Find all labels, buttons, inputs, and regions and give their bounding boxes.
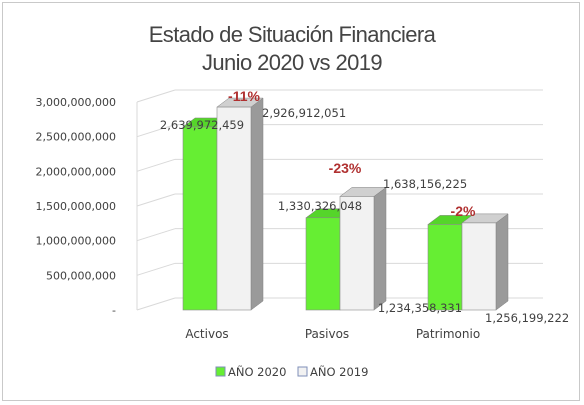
data-label: 1,638,156,225 <box>383 177 467 191</box>
category-labels: Activos Pasivos Patrimonio <box>185 327 480 341</box>
data-label: 2,926,912,051 <box>262 106 346 120</box>
bar-front-face <box>216 106 252 311</box>
y-tick-label: 1,500,000,000 <box>36 200 116 213</box>
data-label: 1,234,358,331 <box>378 301 462 315</box>
bar-front-face <box>461 222 497 311</box>
data-labels: 2,639,972,459 1,330,326,048 1,234,358,331 2… <box>160 88 569 325</box>
legend-swatch <box>297 366 308 377</box>
bar-side-face <box>250 97 264 311</box>
y-tick-label: 3,000,000,000 <box>36 96 116 109</box>
category-label: Activos <box>185 327 228 341</box>
bar-front-face <box>182 126 218 311</box>
y-tick-label: 2,000,000,000 <box>36 165 116 178</box>
legend-swatch <box>215 366 226 377</box>
y-axis-ticks: - 500,000,000 1,000,000,000 1,500,000,000 2,… <box>36 96 117 317</box>
change-annotation: -23% <box>329 160 362 176</box>
bar-front-face <box>305 217 341 311</box>
category-label: Pasivos <box>305 327 349 341</box>
chart-title: Estado de Situación Financiera <box>148 22 436 47</box>
bars <box>182 97 509 311</box>
bar-front-face <box>339 196 375 311</box>
bar-año-2019-activos <box>216 97 264 311</box>
change-annotation: -11% <box>228 88 260 104</box>
legend-label: AÑO 2020 <box>228 364 286 379</box>
y-tick-label: 500,000,000 <box>46 269 116 282</box>
chart-frame <box>2 2 580 401</box>
change-annotation: -2% <box>451 203 476 219</box>
gridline-side-5 <box>136 124 176 138</box>
data-label: 1,256,199,222 <box>485 311 569 325</box>
legend-label: AÑO 2019 <box>310 364 368 379</box>
bar-año-2019-pasivos <box>339 186 387 311</box>
y-tick-label: 2,500,000,000 <box>36 131 116 144</box>
bar-side-face <box>495 213 509 311</box>
bar-front-face <box>427 224 463 311</box>
gridline-side-0 <box>136 297 176 311</box>
data-label: 2,639,972,459 <box>160 118 244 132</box>
y-tick-label: - <box>112 304 116 317</box>
bar-año-2019-patrimonio <box>461 213 509 311</box>
gridline-side-1 <box>136 262 176 276</box>
gridline-side-2 <box>136 228 176 242</box>
gridline-side-3 <box>136 193 176 207</box>
chart-subtitle: Junio 2020 vs 2019 <box>201 50 383 75</box>
bar-side-face <box>373 186 387 311</box>
category-label: Patrimonio <box>416 327 480 341</box>
y-tick-label: 1,000,000,000 <box>36 235 116 248</box>
gridline-side-4 <box>136 158 176 172</box>
gridline-side-6 <box>136 89 176 103</box>
legend: AÑO 2020 AÑO 2019 <box>215 364 368 379</box>
data-label: 1,330,326,048 <box>278 199 362 213</box>
